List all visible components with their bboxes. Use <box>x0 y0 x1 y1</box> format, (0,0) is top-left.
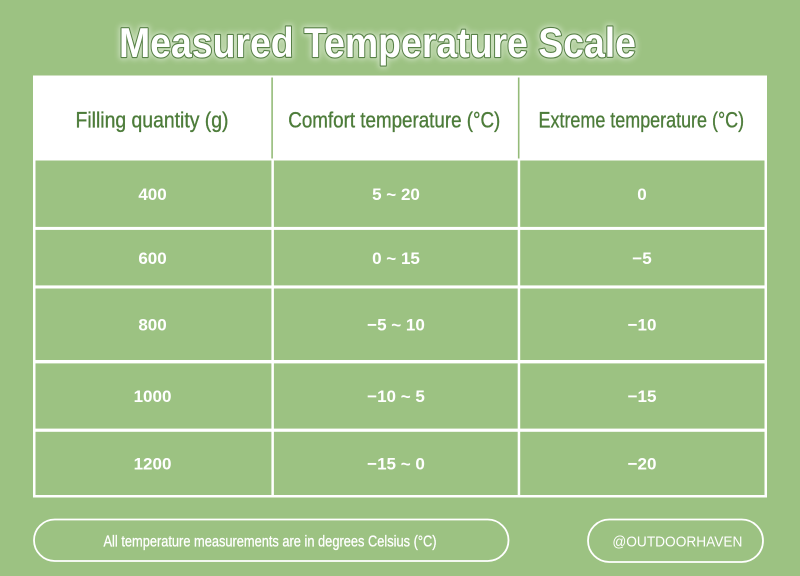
svg-text:−20: −20 <box>628 455 657 474</box>
svg-text:1200: 1200 <box>134 455 172 474</box>
svg-text:@OUTDOORHAVEN: @OUTDOORHAVEN <box>612 533 742 550</box>
svg-text:−5 ~ 10: −5 ~ 10 <box>367 316 425 335</box>
svg-text:−5: −5 <box>632 249 651 268</box>
svg-text:1000: 1000 <box>134 387 172 406</box>
svg-text:−15: −15 <box>628 387 657 406</box>
svg-text:Extreme temperature (°C): Extreme temperature (°C) <box>539 107 745 132</box>
svg-text:−10 ~ 5: −10 ~ 5 <box>367 387 425 406</box>
svg-text:600: 600 <box>138 249 166 268</box>
svg-text:0 ~ 15: 0 ~ 15 <box>372 249 420 268</box>
svg-text:Measured Temperature Scale: Measured Temperature Scale <box>119 19 636 66</box>
svg-text:Measured Temperature Scale: Measured Temperature Scale <box>119 19 636 66</box>
svg-text:All temperature measurements a: All temperature measurements are in degr… <box>104 533 437 550</box>
svg-text:5 ~ 20: 5 ~ 20 <box>372 185 420 204</box>
svg-text:−10: −10 <box>628 316 657 335</box>
svg-text:400: 400 <box>138 185 166 204</box>
svg-text:−15 ~ 0: −15 ~ 0 <box>367 455 425 474</box>
svg-text:Comfort temperature (°C): Comfort temperature (°C) <box>288 107 500 132</box>
svg-text:Filling quantity (g): Filling quantity (g) <box>76 107 229 132</box>
svg-text:0: 0 <box>637 185 646 204</box>
svg-text:800: 800 <box>138 316 166 335</box>
